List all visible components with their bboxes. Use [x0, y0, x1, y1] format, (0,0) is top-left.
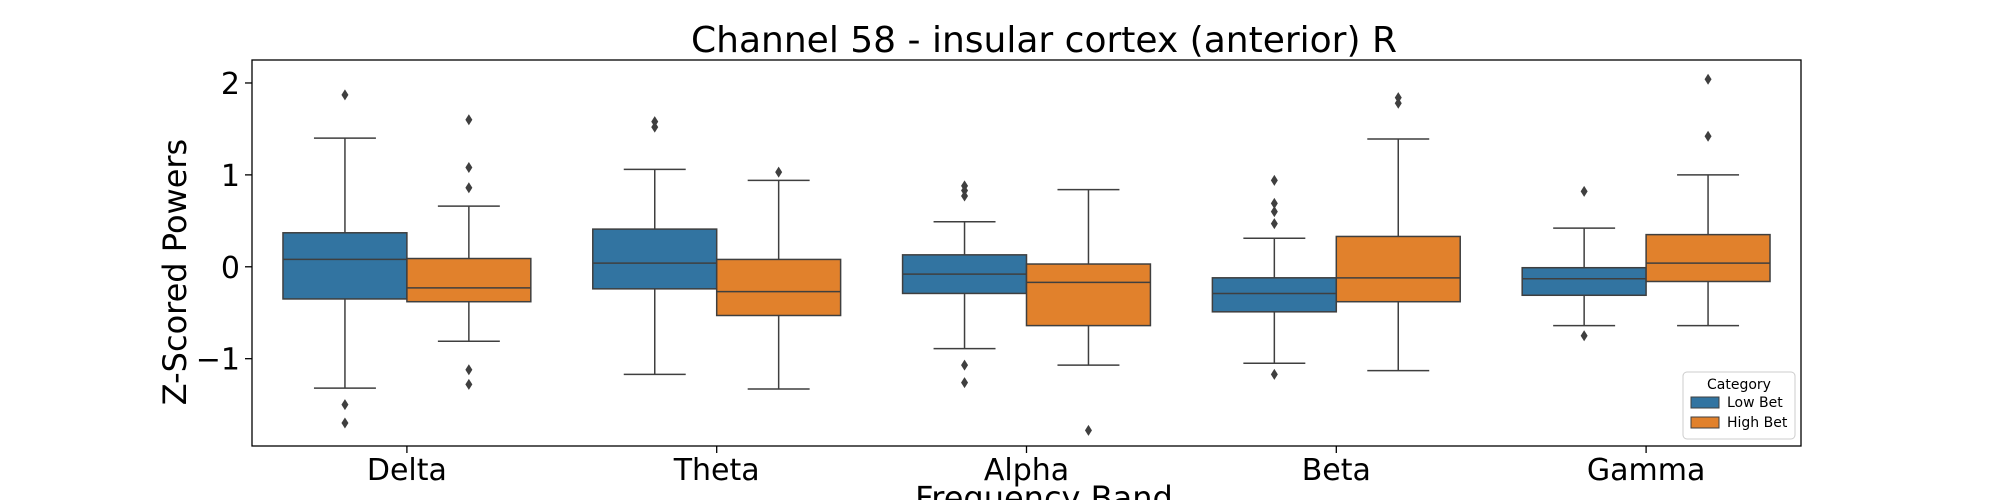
- y-tick-label: 0: [221, 251, 240, 286]
- plot-area: [282, 73, 1771, 436]
- outlier-point: [341, 417, 349, 429]
- box-group-beta-high-bet: [1335, 92, 1461, 372]
- x-axis-label: Frequency Band: [915, 479, 1173, 500]
- outlier-point: [961, 377, 969, 389]
- outlier-point: [465, 114, 473, 126]
- outlier-point: [651, 116, 659, 128]
- outlier-point: [1270, 368, 1278, 380]
- iqr-box: [1335, 235, 1461, 303]
- chart-title: Channel 58 - insular cortex (anterior) R: [691, 20, 1397, 61]
- y-tick-label: 2: [221, 67, 240, 102]
- iqr-box: [1645, 233, 1771, 283]
- legend-swatch: [1690, 416, 1720, 429]
- iqr-box: [1025, 263, 1152, 327]
- outlier-point: [651, 121, 659, 133]
- outlier-point: [775, 166, 783, 178]
- iqr-box: [1211, 277, 1338, 313]
- iqr-box: [592, 228, 718, 290]
- iqr-box: [1521, 266, 1647, 297]
- outlier-point: [1704, 130, 1712, 142]
- iqr-box: [715, 258, 842, 317]
- x-tick-label: Delta: [367, 453, 447, 488]
- outlier-point: [961, 185, 969, 197]
- outlier-point: [1270, 197, 1278, 209]
- box-group-alpha-high-bet: [1025, 188, 1152, 436]
- box-group-gamma-low-bet: [1521, 185, 1647, 342]
- legend-title: Category: [1707, 377, 1771, 393]
- legend-label: High Bet: [1727, 415, 1788, 431]
- outlier-point: [1704, 73, 1712, 85]
- box-group-alpha-low-bet: [901, 180, 1028, 389]
- box-group-beta-low-bet: [1211, 174, 1338, 380]
- outlier-point: [1270, 174, 1278, 186]
- box-group-delta-high-bet: [406, 114, 532, 390]
- outlier-point: [1394, 97, 1402, 109]
- legend: Category Low Bet High Bet: [1682, 371, 1796, 440]
- outlier-point: [1580, 185, 1588, 197]
- outlier-point: [1270, 218, 1278, 230]
- outlier-point: [465, 378, 473, 390]
- outlier-point: [1394, 92, 1402, 104]
- outlier-point: [465, 182, 473, 194]
- axes: 2 1 0 −1 Delta Theta Alpha Beta Gamma: [196, 67, 1706, 488]
- outlier-point: [961, 190, 969, 202]
- iqr-box: [282, 232, 408, 300]
- x-tick-label: Alpha: [984, 453, 1069, 488]
- x-tick-label: Gamma: [1587, 453, 1705, 488]
- outlier-point: [961, 359, 969, 371]
- outlier-point: [1084, 424, 1092, 436]
- legend-label: Low Bet: [1727, 395, 1783, 411]
- outlier-point: [1270, 206, 1278, 218]
- box-group-theta-low-bet: [592, 116, 718, 376]
- outlier-point: [341, 89, 349, 101]
- plot-frame: [251, 59, 1802, 447]
- box-group-theta-high-bet: [715, 166, 842, 390]
- y-axis-label: Z-Scored Powers: [156, 139, 194, 405]
- y-tick-label: 1: [221, 159, 240, 194]
- x-tick-label: Theta: [673, 453, 760, 488]
- outlier-point: [341, 399, 349, 411]
- outlier-point: [465, 364, 473, 376]
- y-tick-label: −1: [196, 343, 240, 378]
- x-tick-label: Beta: [1302, 453, 1371, 488]
- iqr-box: [406, 257, 532, 303]
- legend-swatch: [1690, 396, 1720, 409]
- box-group-gamma-high-bet: [1645, 73, 1771, 327]
- outlier-point: [1580, 330, 1588, 342]
- box-group-delta-low-bet: [282, 89, 408, 429]
- outlier-point: [465, 162, 473, 174]
